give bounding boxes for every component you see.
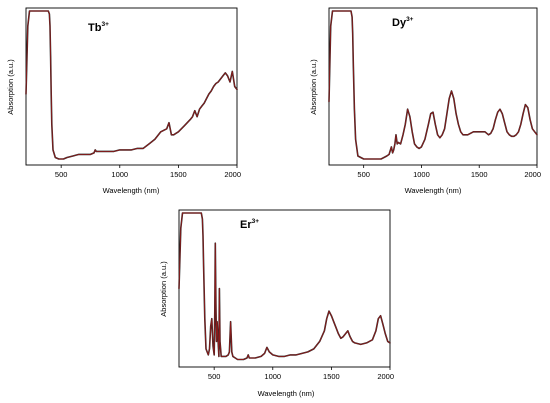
y-axis-label: Absorption (a.u.) xyxy=(6,59,15,115)
x-tick-label: 500 xyxy=(357,170,370,179)
x-tick-label: 1500 xyxy=(323,372,340,381)
x-tick-label: 2000 xyxy=(224,170,241,179)
x-tick-label: 1000 xyxy=(264,372,281,381)
x-ticks: 500 1000 1500 2000 xyxy=(55,165,241,179)
panel-er: Er3+ Absorption (a.u.) Wavelength (nm) 5… xyxy=(159,209,394,398)
y-axis-label: Absorption (a.u.) xyxy=(159,261,168,317)
spectrum-line-shadow xyxy=(328,10,538,160)
x-tick-label: 500 xyxy=(208,372,221,381)
x-tick-label: 1000 xyxy=(413,170,430,179)
plot-frame xyxy=(25,7,238,166)
y-axis-label: Absorption (a.u.) xyxy=(309,59,318,115)
spectrum-line-shadow xyxy=(178,212,391,361)
panel-title: Dy3+ xyxy=(392,16,414,29)
spectrum-line xyxy=(25,10,238,160)
x-tick-label: 1500 xyxy=(471,170,488,179)
panel-title: Er3+ xyxy=(240,218,259,231)
x-ticks: 500 1000 1500 2000 xyxy=(357,165,541,179)
x-tick-label: 2000 xyxy=(524,170,541,179)
x-tick-label: 500 xyxy=(55,170,68,179)
x-ticks: 500 1000 1500 2000 xyxy=(208,367,394,381)
x-tick-label: 1000 xyxy=(111,170,128,179)
plot-frame xyxy=(328,7,538,166)
x-tick-label: 2000 xyxy=(377,372,394,381)
x-axis-label: Wavelength (nm) xyxy=(103,186,160,195)
spectrum-line-shadow xyxy=(25,10,238,160)
panel-tb: Tb3+ Absorption (a.u.) Wavelength (nm) 5… xyxy=(6,7,241,195)
panel-dy: Dy3+ Absorption (a.u.) Wavelength (nm) 5… xyxy=(309,7,541,195)
spectrum-line xyxy=(328,10,538,160)
x-axis-label: Wavelength (nm) xyxy=(258,389,315,398)
spectrum-line xyxy=(178,212,391,360)
panel-title: Tb3+ xyxy=(88,21,109,34)
x-axis-label: Wavelength (nm) xyxy=(405,186,462,195)
x-tick-label: 1500 xyxy=(170,170,187,179)
